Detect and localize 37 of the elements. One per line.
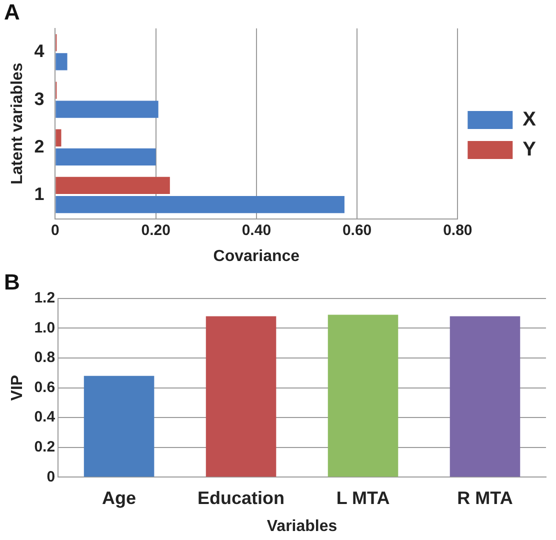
x-tick-label: L MTA (336, 488, 390, 508)
bar (450, 316, 520, 477)
y-tick-label: 0.4 (34, 408, 56, 426)
x-tick-label: 0.20 (141, 222, 170, 239)
legend-label: X (522, 108, 537, 131)
bar (206, 316, 276, 477)
chart-title: A (4, 0, 20, 24)
bar (56, 176, 170, 194)
bar (56, 196, 344, 214)
x-tick-label: 0.60 (342, 222, 372, 239)
legend-label: Y (522, 138, 537, 161)
bar (56, 53, 68, 70)
x-tick-label: Education (198, 488, 285, 508)
y-tick-label: 1 (34, 184, 44, 204)
x-axis-title: Covariance (213, 248, 300, 265)
x-tick-label: R MTA (457, 488, 513, 508)
y-tick-label: 4 (34, 41, 44, 62)
chart-title: B (4, 269, 20, 294)
y-tick-label: 1.0 (34, 319, 56, 336)
bar (328, 314, 398, 477)
x-axis-title: Variables (266, 518, 338, 535)
x-tick-label: Age (102, 488, 136, 508)
x-tick-label: 0.40 (242, 222, 272, 239)
bar (56, 148, 156, 166)
bar (84, 376, 154, 477)
bar (56, 100, 158, 118)
y-tick-label: 0.8 (34, 349, 56, 366)
y-tick-label: 0.6 (34, 378, 56, 396)
y-axis-title: VIP (9, 374, 26, 401)
bar (56, 129, 62, 146)
x-tick-label: 0.80 (443, 222, 472, 239)
y-tick-label: 1.2 (34, 290, 56, 307)
y-axis-title: Latent variables (9, 62, 26, 185)
y-tick-label: 3 (34, 88, 44, 109)
y-tick-label: 0 (46, 468, 56, 486)
y-tick-label: 0.2 (34, 438, 56, 456)
y-tick-label: 2 (34, 136, 44, 156)
